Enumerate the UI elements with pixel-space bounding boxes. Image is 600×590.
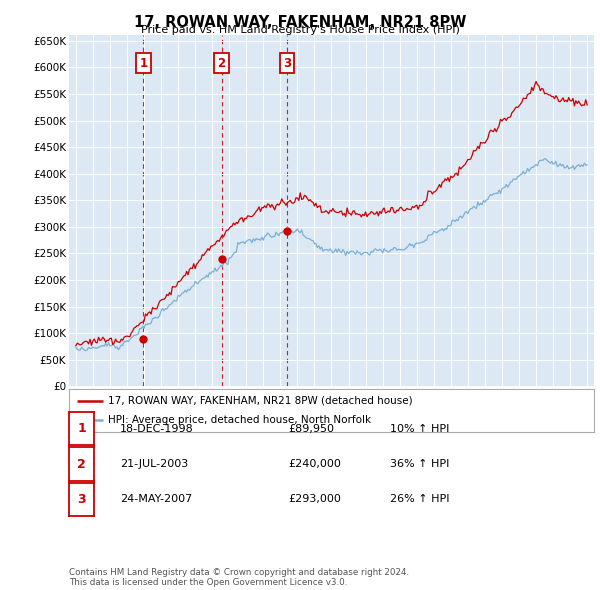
Text: HPI: Average price, detached house, North Norfolk: HPI: Average price, detached house, Nort… <box>109 415 371 425</box>
Text: 36% ↑ HPI: 36% ↑ HPI <box>390 459 449 469</box>
Text: 21-JUL-2003: 21-JUL-2003 <box>120 459 188 469</box>
Text: 17, ROWAN WAY, FAKENHAM, NR21 8PW (detached house): 17, ROWAN WAY, FAKENHAM, NR21 8PW (detac… <box>109 396 413 406</box>
Text: 24-MAY-2007: 24-MAY-2007 <box>120 494 192 504</box>
Text: 17, ROWAN WAY, FAKENHAM, NR21 8PW: 17, ROWAN WAY, FAKENHAM, NR21 8PW <box>134 15 466 30</box>
Text: 2: 2 <box>77 457 86 471</box>
Text: 3: 3 <box>283 57 291 70</box>
Text: £240,000: £240,000 <box>288 459 341 469</box>
Text: 3: 3 <box>77 493 86 506</box>
Text: 26% ↑ HPI: 26% ↑ HPI <box>390 494 449 504</box>
Text: Contains HM Land Registry data © Crown copyright and database right 2024.
This d: Contains HM Land Registry data © Crown c… <box>69 568 409 587</box>
Text: 18-DEC-1998: 18-DEC-1998 <box>120 424 194 434</box>
Text: £293,000: £293,000 <box>288 494 341 504</box>
Text: 10% ↑ HPI: 10% ↑ HPI <box>390 424 449 434</box>
Text: £89,950: £89,950 <box>288 424 334 434</box>
Text: 1: 1 <box>77 422 86 435</box>
Text: 1: 1 <box>139 57 148 70</box>
Text: Price paid vs. HM Land Registry's House Price Index (HPI): Price paid vs. HM Land Registry's House … <box>140 25 460 35</box>
Text: 2: 2 <box>217 57 226 70</box>
